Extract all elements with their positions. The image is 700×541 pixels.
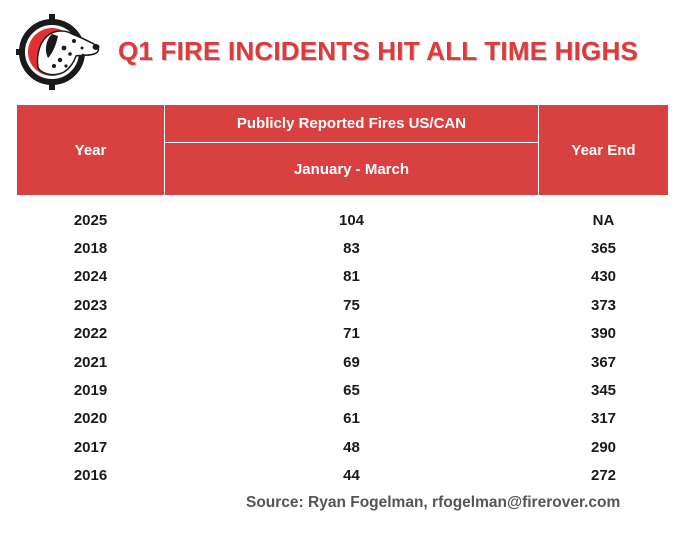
cell-q1-count: 83 bbox=[343, 240, 360, 258]
cell-year-end: 430 bbox=[590, 268, 617, 286]
cell-q1-count: 75 bbox=[343, 296, 360, 314]
cell-q1-count: 71 bbox=[343, 325, 360, 343]
page-title: Q1 FIRE INCIDENTS HIT ALL TIME HIGHS bbox=[118, 36, 639, 66]
cell-q1-count: 61 bbox=[343, 410, 360, 428]
cell-year-end: 272 bbox=[590, 467, 617, 485]
cell-year: 2020 bbox=[73, 410, 108, 428]
table-row: 2019 65 345 bbox=[17, 376, 669, 404]
cell-year: 2017 bbox=[73, 438, 108, 456]
cell-year: 2024 bbox=[73, 268, 108, 286]
table-row: 2024 81 430 bbox=[17, 263, 669, 291]
source-note: Source: Ryan Fogelman, rfogelman@firerov… bbox=[246, 494, 621, 511]
table-row: 2018 83 365 bbox=[17, 234, 669, 262]
cell-q1-count: 104 bbox=[338, 211, 365, 229]
table-body: 2025 104 NA 2018 83 365 2024 81 430 2023 75 373 2022… bbox=[17, 196, 669, 490]
cell-q1-count: 65 bbox=[343, 382, 360, 400]
cell-year-end: 345 bbox=[590, 382, 617, 400]
cell-year-end: 367 bbox=[590, 353, 617, 371]
cell-q1-count: 44 bbox=[343, 467, 360, 485]
table-row: 2017 48 290 bbox=[17, 433, 669, 461]
cell-year-end: 373 bbox=[590, 296, 617, 314]
table-row: 2016 44 272 bbox=[17, 462, 669, 490]
table-row: 2022 71 390 bbox=[17, 320, 669, 348]
cell-year: 2016 bbox=[73, 467, 108, 485]
table-row: 2020 61 317 bbox=[17, 405, 669, 433]
cell-year-end: 290 bbox=[590, 438, 617, 456]
table-row: 2023 75 373 bbox=[17, 291, 669, 319]
fire-incidents-table: Year Publicly Reported Fires US/CAN Year… bbox=[16, 104, 669, 490]
cell-year: 2025 bbox=[73, 211, 108, 229]
cell-year: 2023 bbox=[73, 296, 108, 314]
header-period: January - March bbox=[164, 142, 539, 196]
cell-q1-count: 69 bbox=[343, 353, 360, 371]
table-row: 2021 69 367 bbox=[17, 348, 669, 376]
table-row: 2025 104 NA bbox=[17, 196, 669, 235]
cell-year-end: 390 bbox=[590, 325, 617, 343]
cell-year: 2021 bbox=[73, 353, 108, 371]
cell-year-end: 317 bbox=[590, 410, 617, 428]
cell-q1-count: 48 bbox=[343, 438, 360, 456]
header-year-end: Year End bbox=[538, 104, 669, 196]
cell-year: 2018 bbox=[73, 240, 108, 258]
cell-q1-count: 81 bbox=[343, 268, 360, 286]
cell-year: 2019 bbox=[73, 382, 108, 400]
header-group: Publicly Reported Fires US/CAN bbox=[164, 104, 539, 143]
dalmatian-crosshair-logo-icon bbox=[16, 10, 106, 90]
cell-year-end: NA bbox=[592, 211, 615, 229]
cell-year-end: 365 bbox=[590, 240, 617, 258]
cell-year: 2022 bbox=[73, 325, 108, 343]
header-year: Year bbox=[16, 104, 165, 196]
